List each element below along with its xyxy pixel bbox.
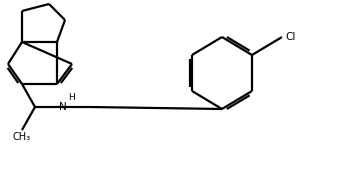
Text: Cl: Cl (285, 32, 295, 42)
Text: CH₃: CH₃ (13, 132, 31, 142)
Text: H: H (68, 93, 75, 102)
Text: N: N (59, 102, 67, 112)
